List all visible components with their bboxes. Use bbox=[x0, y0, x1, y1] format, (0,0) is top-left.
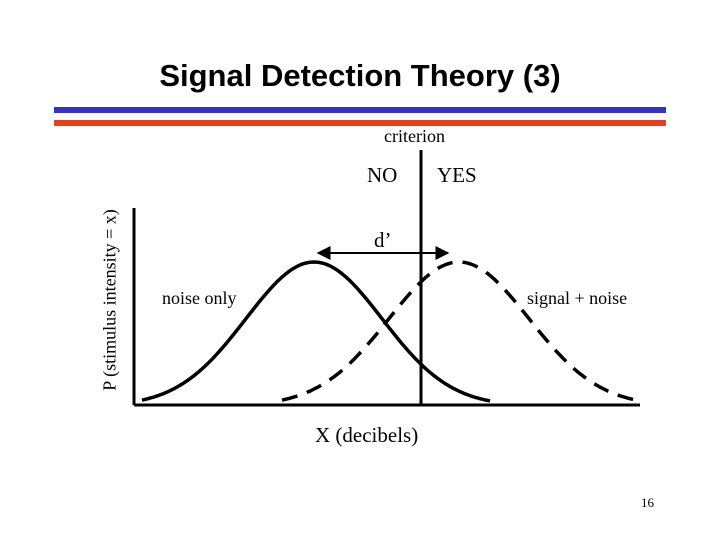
signal-plus-noise-label: signal + noise bbox=[527, 288, 628, 308]
dprime-label: d’ bbox=[374, 228, 392, 252]
slide-title: Signal Detection Theory (3) bbox=[159, 58, 561, 93]
x-axis-label: X (decibels) bbox=[315, 423, 419, 447]
noise-only-curve bbox=[141, 260, 491, 403]
blue-rule bbox=[54, 107, 666, 113]
criterion-label: criterion bbox=[384, 126, 445, 146]
no-label: NO bbox=[367, 163, 398, 187]
signal-plus-noise-curve bbox=[281, 260, 637, 402]
yes-label: YES bbox=[437, 163, 477, 187]
y-axis-label: P (stimulus intensity = x) bbox=[99, 209, 120, 391]
noise-only-label: noise only bbox=[162, 288, 237, 308]
red-rule bbox=[54, 120, 666, 126]
page-number: 16 bbox=[641, 495, 654, 510]
